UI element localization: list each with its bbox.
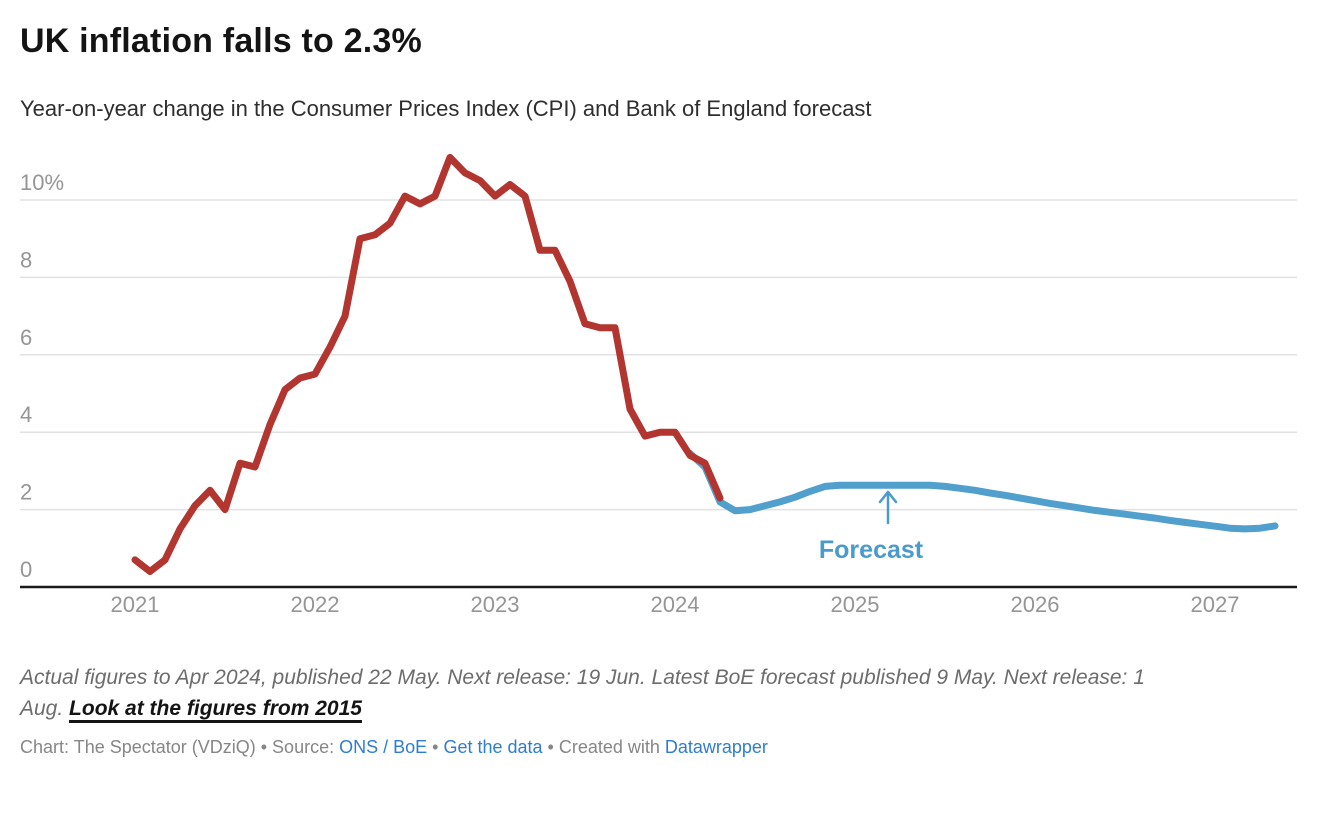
x-axis-label: 2027 — [1191, 592, 1240, 617]
y-axis-label: 2 — [20, 480, 32, 505]
forecast-annotation: Forecast — [819, 490, 924, 564]
y-axis-label: 4 — [20, 402, 32, 427]
attribution-text: • — [427, 737, 444, 757]
chart-title: UK inflation falls to 2.3% — [20, 22, 422, 60]
x-axis-label: 2026 — [1011, 592, 1060, 617]
x-axis-label: 2023 — [471, 592, 520, 617]
forecast-label: Forecast — [819, 536, 924, 564]
forecast-arrowhead-icon — [878, 490, 898, 504]
attribution-text: • Created with — [542, 737, 665, 757]
notes-text-line1: Actual figures to Apr 2024, published 22… — [20, 666, 1145, 689]
y-axis-label: 6 — [20, 325, 32, 350]
figures-from-2015-link[interactable]: Look at the figures from 2015 — [69, 697, 362, 720]
attribution: Chart: The Spectator (VDziQ) • Source: O… — [20, 737, 768, 758]
x-axis-label: 2021 — [111, 592, 160, 617]
notes-text-line2: Aug. — [20, 697, 70, 720]
x-axis-label: 2022 — [291, 592, 340, 617]
chart-notes: Actual figures to Apr 2024, published 22… — [20, 662, 1320, 724]
datawrapper-link[interactable]: Datawrapper — [664, 737, 768, 757]
ons-boe-link[interactable]: ONS / BoE — [339, 737, 428, 757]
x-axis-label: 2024 — [651, 592, 700, 617]
get-the-data-link[interactable]: Get the data — [443, 737, 543, 757]
y-axis-label: 10% — [20, 170, 64, 195]
attribution-text: Chart: The Spectator (VDziQ) • Source: — [20, 737, 340, 757]
y-axis-label: 0 — [20, 557, 32, 582]
boe-forecast-line[interactable] — [686, 450, 1279, 533]
chart-subtitle: Year-on-year change in the Consumer Pric… — [20, 96, 872, 121]
cpi-actual-line[interactable] — [131, 153, 724, 575]
inflation-chart[interactable]: 0 2 4 6 8 10% 2021 2022 2023 2024 2025 2026 2027 Fore… — [0, 145, 1334, 645]
y-axis-label: 8 — [20, 247, 32, 272]
x-axis-label: 2025 — [831, 592, 880, 617]
